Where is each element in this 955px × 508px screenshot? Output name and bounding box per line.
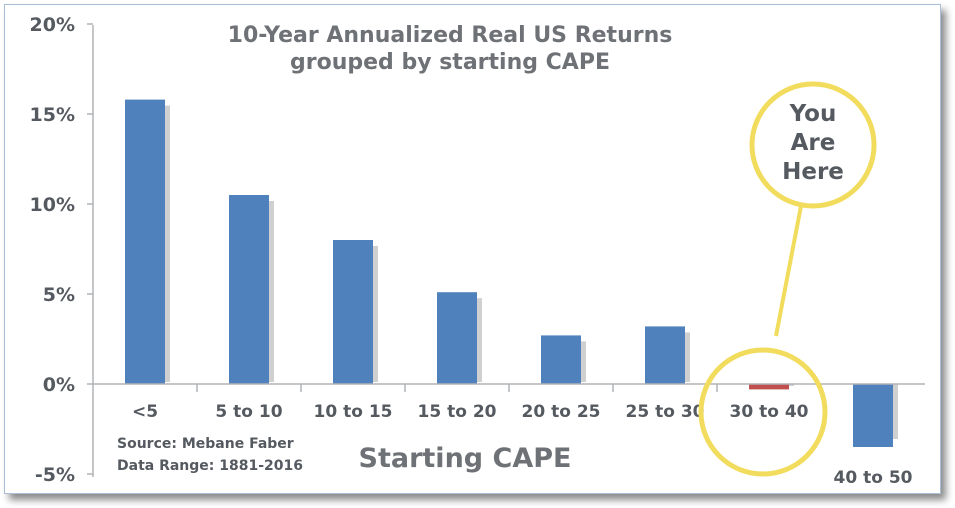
- y-tick-label: 20%: [30, 14, 75, 36]
- category-label: 40 to 50: [834, 468, 913, 488]
- source-line-1: Source: Mebane Faber: [117, 436, 294, 452]
- category-label: 30 to 40: [730, 402, 809, 422]
- bar-2: [333, 240, 373, 384]
- callout-circle: [749, 81, 877, 209]
- category-label: 10 to 15: [314, 402, 393, 422]
- bar-4: [541, 335, 581, 384]
- chart-title-line-1: 10-Year Annualized Real US Returns: [228, 23, 673, 48]
- source-line-2: Data Range: 1881-2016: [117, 458, 303, 474]
- bar-0: [125, 99, 165, 384]
- y-tick-label: 10%: [30, 194, 75, 216]
- y-tick-label: 15%: [30, 104, 75, 126]
- target-highlight-ring: [698, 347, 828, 477]
- category-label: 20 to 25: [522, 402, 601, 422]
- category-label: 15 to 20: [418, 402, 497, 422]
- chart-frame: 20% 15% 10% 5% 0% -5% <5 5 to 10 10 to 15 15 to …: [4, 4, 941, 494]
- callout-pointer: [774, 205, 803, 337]
- x-axis-label: Starting CAPE: [359, 443, 572, 474]
- callout-text-line-2: Are: [791, 130, 836, 156]
- bar-7: [853, 384, 893, 447]
- chart-title-line-2: grouped by starting CAPE: [290, 50, 610, 75]
- bar-1: [229, 195, 269, 384]
- callout-text-line-3: Here: [782, 159, 844, 185]
- callout-text-line-1: You: [789, 101, 837, 127]
- bar-5: [645, 326, 685, 384]
- category-label: 25 to 30: [626, 402, 705, 422]
- y-tick-label: 0%: [43, 374, 75, 396]
- category-label: 5 to 10: [215, 402, 282, 422]
- bar-chart: 20% 15% 10% 5% 0% -5% <5 5 to 10 10 to 15 15 to …: [30, 14, 925, 488]
- bar-6: [749, 384, 789, 390]
- you-are-here-callout: You Are Here: [698, 81, 877, 477]
- bar-3: [437, 292, 477, 384]
- category-label: <5: [132, 402, 158, 422]
- y-tick-label: -5%: [35, 464, 75, 486]
- y-tick-label: 5%: [43, 284, 75, 306]
